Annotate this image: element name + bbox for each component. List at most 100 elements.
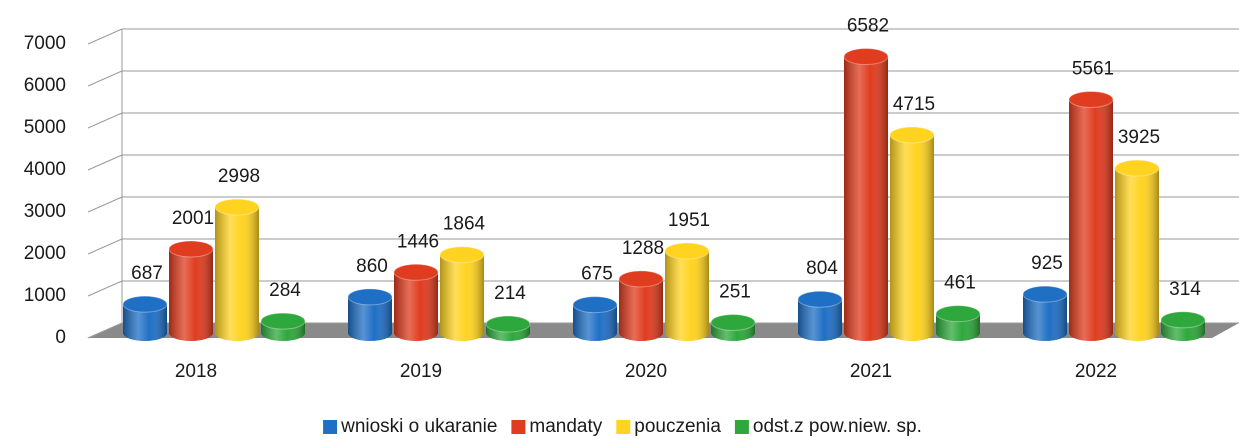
bar-top <box>664 242 710 260</box>
bar-shade <box>215 207 259 341</box>
value-label: 860 <box>356 256 388 277</box>
value-label: 925 <box>1031 253 1063 274</box>
value-label: 214 <box>494 283 526 304</box>
value-label: 4715 <box>893 94 935 115</box>
x-tick-label: 2019 <box>400 361 442 382</box>
legend-label: pouczenia <box>634 416 721 437</box>
bar <box>935 305 981 341</box>
grid-line-side <box>87 196 123 213</box>
value-label: 251 <box>719 281 751 302</box>
value-label: 675 <box>581 264 613 285</box>
value-label: 1288 <box>622 238 664 259</box>
bar-shade <box>440 254 484 341</box>
bar-top <box>1160 311 1206 329</box>
bar-shade <box>573 304 617 341</box>
value-label: 687 <box>131 263 163 284</box>
bar <box>1160 311 1206 341</box>
bar-top <box>572 296 618 314</box>
x-tick-label: 2020 <box>625 361 667 382</box>
bar-top <box>214 198 260 216</box>
bar-top <box>618 270 664 288</box>
bar-top <box>889 126 935 144</box>
y-tick-label: 1000 <box>24 285 66 306</box>
bar-top <box>439 246 485 264</box>
bar <box>710 313 756 341</box>
value-label: 5561 <box>1072 58 1114 79</box>
y-tick-label: 2000 <box>24 243 66 264</box>
legend-label: odst.z pow.niew. sp. <box>753 416 922 437</box>
bar <box>843 48 889 341</box>
value-label: 6582 <box>847 16 889 37</box>
legend-label: mandaty <box>529 416 602 437</box>
bar <box>122 295 168 341</box>
bar-shade <box>1023 294 1067 341</box>
bar <box>168 240 214 341</box>
bar-top <box>1022 285 1068 303</box>
value-label: 2001 <box>172 208 214 229</box>
bar-shade <box>1115 168 1159 341</box>
value-label: 1864 <box>443 214 486 235</box>
bar-shade <box>394 272 438 341</box>
bar-shade <box>619 278 663 341</box>
bar <box>1022 285 1068 341</box>
value-label: 804 <box>806 258 838 279</box>
bar <box>664 242 710 341</box>
legend-swatch <box>511 420 526 434</box>
bar-top <box>843 48 889 66</box>
grid-line-side <box>87 28 123 45</box>
y-tick-label: 7000 <box>24 33 66 54</box>
bar <box>260 312 306 341</box>
bar-top <box>260 312 306 330</box>
value-label: 1951 <box>668 210 710 231</box>
grid-line-side <box>87 238 123 255</box>
bar-top <box>122 295 168 313</box>
bar-shade <box>798 299 842 341</box>
bar-top <box>1068 90 1114 108</box>
bar <box>889 126 935 341</box>
value-label: 2998 <box>218 166 260 187</box>
legend-swatch <box>323 420 338 434</box>
x-tick-label: 2018 <box>175 361 217 382</box>
value-label: 1446 <box>397 231 439 252</box>
x-tick-label: 2021 <box>850 361 892 382</box>
y-tick-label: 5000 <box>24 117 66 138</box>
bar-top <box>797 290 843 308</box>
bar-top <box>1114 159 1160 177</box>
bar-top <box>393 263 439 281</box>
bar <box>797 290 843 341</box>
value-label: 284 <box>269 280 301 301</box>
bar <box>393 263 439 341</box>
value-label: 461 <box>944 273 976 294</box>
bar-shade <box>169 248 213 341</box>
bar-top <box>168 240 214 258</box>
grid-line-side <box>87 112 123 129</box>
legend-swatch <box>734 420 749 434</box>
bar-top <box>485 315 531 333</box>
bar <box>1114 159 1160 341</box>
legend: wnioski o ukaranie mandaty pouczenia odst.z… <box>323 416 922 437</box>
bar-top <box>935 305 981 323</box>
bar-shade <box>123 304 167 341</box>
legend-label: wnioski o ukaranie <box>340 416 497 437</box>
bar-top <box>347 288 393 306</box>
bar-shade <box>844 56 888 341</box>
grid-line-side <box>87 280 123 297</box>
bar <box>572 296 618 341</box>
y-tick-label: 0 <box>55 327 66 348</box>
bar <box>618 270 664 341</box>
value-label: 314 <box>1169 279 1201 300</box>
y-tick-label: 4000 <box>24 159 66 180</box>
bar <box>214 198 260 341</box>
y-tick-label: 3000 <box>24 201 66 222</box>
y-tick-label: 6000 <box>24 75 66 96</box>
bar-shade <box>1069 99 1113 341</box>
bar <box>485 315 531 341</box>
grid-line-side <box>87 322 123 339</box>
bar-shade <box>348 296 392 341</box>
bar <box>1068 90 1114 341</box>
bar-shade <box>665 251 709 341</box>
bar <box>439 246 485 341</box>
value-label: 3925 <box>1118 127 1160 148</box>
legend-swatch <box>616 420 631 434</box>
